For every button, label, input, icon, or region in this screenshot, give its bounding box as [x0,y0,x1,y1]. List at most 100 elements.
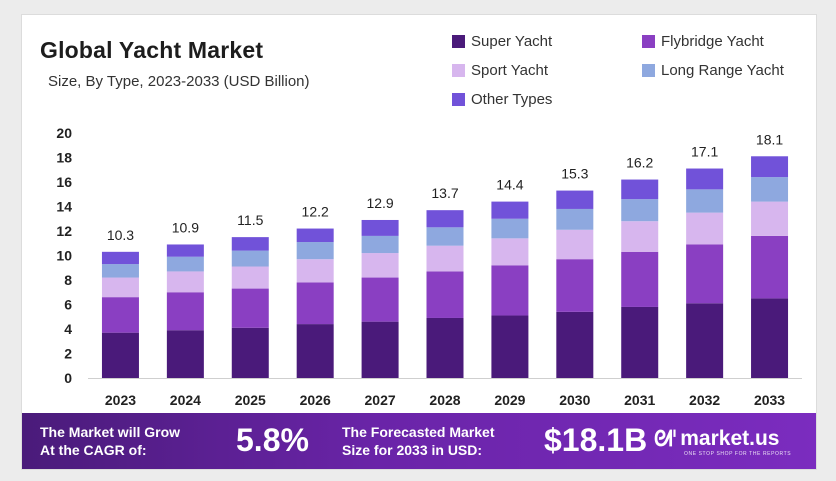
bar-segment-super-yacht [101,332,139,378]
y-tick-label: 20 [56,125,72,141]
forecast-label: The Forecasted Market Size for 2033 in U… [342,423,495,459]
cagr-label-line1: The Market will Grow [40,424,181,440]
y-tick-label: 2 [64,346,72,362]
bar-segment-sport-yacht [166,271,204,293]
forecast-value: $18.1B [544,422,648,458]
x-tick-label: 2025 [235,392,266,408]
bar-segment-flybridge-yacht [361,277,399,322]
bar-segment-sport-yacht [556,229,594,260]
bar-segment-flybridge-yacht [686,244,724,304]
market-us-logo: ᘛᑊ market.us [654,426,779,452]
y-tick-label: 14 [56,199,72,215]
market-us-tagline: ONE STOP SHOP FOR THE REPORTS [684,451,792,457]
bar-segment-long-range-yacht [166,256,204,272]
bar-segment-sport-yacht [621,221,659,252]
bar-segment-long-range-yacht [361,235,399,254]
bar-segment-other-types [296,228,334,243]
market-us-logo-icon: ᘛᑊ [654,426,677,451]
bar-segment-other-types [491,201,529,219]
legend-swatch-sport-yacht [452,64,465,77]
x-tick-label: 2031 [624,392,655,408]
x-tick-label: 2033 [754,392,785,408]
bar-segment-sport-yacht [686,212,724,245]
y-tick-label: 18 [56,150,72,166]
bar-segment-flybridge-yacht [166,292,204,331]
x-tick-label: 2024 [170,392,201,408]
x-tick-label: 2027 [365,392,396,408]
legend-swatch-flybridge-yacht [642,35,655,48]
legend-item-long-range-yacht: Long Range Yacht [642,62,784,79]
bar-segment-other-types [361,219,399,236]
legend-swatch-long-range-yacht [642,64,655,77]
x-tick-label: 2028 [429,392,460,408]
x-tick-label: 2032 [689,392,720,408]
x-tick-label: 2023 [105,392,136,408]
legend-swatch-super-yacht [452,35,465,48]
bar-segment-sport-yacht [296,259,334,283]
bar-segment-super-yacht [556,311,594,378]
bar-total-label: 13.7 [431,185,458,201]
bar-segment-flybridge-yacht [751,235,789,299]
bar-segment-super-yacht [491,315,529,378]
x-tick-label: 2030 [559,392,590,408]
market-us-logo-text: market.us [680,427,780,450]
forecast-label-line1: The Forecasted Market [342,424,495,440]
y-tick-label: 4 [64,321,72,337]
bar-segment-super-yacht [426,317,464,378]
bar-total-label: 11.5 [237,212,263,228]
legend-item-flybridge-yacht: Flybridge Yacht [642,33,764,50]
legend-label-long-range-yacht: Long Range Yacht [661,62,784,79]
bar-segment-long-range-yacht [556,208,594,230]
bar-total-label: 15.3 [561,166,588,182]
y-tick-label: 0 [64,370,72,386]
bar-segment-long-range-yacht [751,177,789,202]
bar-segment-super-yacht [751,298,789,378]
legend-label-other-types: Other Types [471,91,553,108]
bar-total-label: 16.2 [626,155,653,171]
y-tick-label: 16 [56,174,72,190]
bar-segment-super-yacht [296,324,334,378]
x-tick-label: 2026 [300,392,331,408]
bar-segment-flybridge-yacht [556,259,594,312]
chart-card: Global Yacht Market Size, By Type, 2023-… [21,14,817,470]
bar-segment-long-range-yacht [621,199,659,222]
bar-segment-super-yacht [231,327,269,378]
bar-segment-long-range-yacht [296,242,334,260]
bar-total-label: 12.9 [366,195,393,211]
stacked-bar-chart: 0 2 4 6 8 10 12 14 16 18 20 10.3 2023 10.9 2024 11.5 202… [56,125,802,408]
bar-total-label: 10.3 [107,227,134,243]
legend-item-super-yacht: Super Yacht [452,33,552,50]
bar-segment-super-yacht [686,303,724,378]
bar-total-label: 10.9 [172,219,199,235]
bar-segment-other-types [166,244,204,257]
bar-segment-other-types [426,210,464,228]
bar-segment-sport-yacht [361,253,399,278]
bar-segment-sport-yacht [231,266,269,289]
legend-swatch-other-types [452,93,465,106]
bar-total-label: 18.1 [756,131,783,147]
bar-segment-other-types [751,156,789,178]
bar-segment-other-types [621,179,659,200]
bar-segment-other-types [101,251,139,265]
bar-segment-flybridge-yacht [426,271,464,318]
bar-segment-super-yacht [361,321,399,378]
bar-segment-other-types [231,237,269,251]
bar-segment-long-range-yacht [231,250,269,267]
bar-segment-sport-yacht [426,245,464,272]
legend-label-sport-yacht: Sport Yacht [471,62,548,79]
legend-label-flybridge-yacht: Flybridge Yacht [661,33,764,50]
summary-banner: The Market will Grow At the CAGR of: 5.8… [22,413,816,469]
y-tick-label: 12 [56,223,72,239]
cagr-label-line2: At the CAGR of: [40,442,147,458]
bar-segment-other-types [556,190,594,209]
bar-segment-long-range-yacht [686,189,724,213]
bar-total-label: 14.4 [496,177,523,193]
bar-total-label: 12.2 [302,204,329,220]
x-tick-label: 2029 [494,392,525,408]
legend-item-sport-yacht: Sport Yacht [452,62,548,79]
legend-label-super-yacht: Super Yacht [471,33,553,50]
bar-segment-sport-yacht [101,277,139,298]
legend-item-other-types: Other Types [452,91,552,108]
bar-segment-flybridge-yacht [231,288,269,328]
bar-total-label: 17.1 [691,144,718,160]
